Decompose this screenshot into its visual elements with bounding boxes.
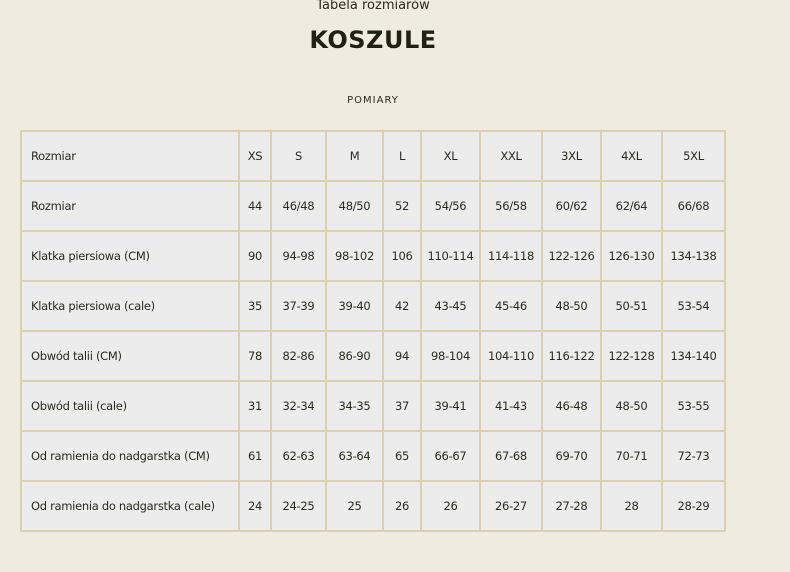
table-cell: 62/64 xyxy=(600,180,663,232)
table-cell: 104-110 xyxy=(479,330,543,382)
table-cell: 27-28 xyxy=(541,480,602,532)
table-cell: 67-68 xyxy=(479,430,543,482)
table-cell: 90 xyxy=(238,230,272,282)
title: KOSZULE xyxy=(309,26,437,54)
table-cell: 37 xyxy=(382,380,422,432)
row-label: Od ramienia do nadgarstka (CM) xyxy=(20,430,240,482)
table-cell: 53-54 xyxy=(661,280,726,332)
table-cell: 48-50 xyxy=(541,280,602,332)
table-cell: 48-50 xyxy=(600,380,663,432)
table-row: Obwód talii (CM) 78 82-86 86-90 94 98-104 104-… xyxy=(20,330,726,382)
table-cell: 31 xyxy=(238,380,272,432)
row-label: Obwód talii (CM) xyxy=(20,330,240,382)
table-row: Od ramienia do nadgarstka (cale) 24 24-25 2… xyxy=(20,480,726,532)
table-cell: 98-102 xyxy=(325,230,384,282)
table-row: Obwód talii (cale) 31 32-34 34-35 37 39-41 41-… xyxy=(20,380,726,432)
subtitle: Tabela rozmiarów xyxy=(316,0,430,13)
table-cell: 26 xyxy=(420,480,481,532)
table-cell: 62-63 xyxy=(270,430,327,482)
table-cell: 39-40 xyxy=(325,280,384,332)
table-cell: 69-70 xyxy=(541,430,602,482)
table-cell: 54/56 xyxy=(420,180,481,232)
table-cell: 110-114 xyxy=(420,230,481,282)
table-cell: 3XL xyxy=(541,130,602,182)
table-cell: 52 xyxy=(382,180,422,232)
table-cell: 70-71 xyxy=(600,430,663,482)
table-cell: 45-46 xyxy=(479,280,543,332)
row-label: Klatka piersiowa (cale) xyxy=(20,280,240,332)
table-cell: 122-128 xyxy=(600,330,663,382)
table-cell: 114-118 xyxy=(479,230,543,282)
table-cell: 94 xyxy=(382,330,422,382)
table-cell: 34-35 xyxy=(325,380,384,432)
table-cell: XS xyxy=(238,130,272,182)
size-table: Rozmiar XS S M L XL XXL 3XL 4XL 5XL Rozmiar 44 46/48… xyxy=(20,130,726,532)
table-cell: 78 xyxy=(238,330,272,382)
table-cell: 48/50 xyxy=(325,180,384,232)
table-cell: 44 xyxy=(238,180,272,232)
table-cell: 37-39 xyxy=(270,280,327,332)
table-row: Klatka piersiowa (cale) 35 37-39 39-40 42 43-… xyxy=(20,280,726,332)
table-cell: 86-90 xyxy=(325,330,384,382)
row-label: Rozmiar xyxy=(20,130,240,182)
table-cell: 116-122 xyxy=(541,330,602,382)
table-cell: 65 xyxy=(382,430,422,482)
table-row: Od ramienia do nadgarstka (CM) 61 62-63 63-… xyxy=(20,430,726,482)
table-cell: M xyxy=(325,130,384,182)
table-cell: 39-41 xyxy=(420,380,481,432)
table-cell: 61 xyxy=(238,430,272,482)
table-cell: 46/48 xyxy=(270,180,327,232)
table-row: Klatka piersiowa (CM) 90 94-98 98-102 106 110… xyxy=(20,230,726,282)
table-cell: 134-138 xyxy=(661,230,726,282)
table-cell: 26 xyxy=(382,480,422,532)
table-cell: 4XL xyxy=(600,130,663,182)
table-cell: 24-25 xyxy=(270,480,327,532)
table-cell: 5XL xyxy=(661,130,726,182)
table-cell: 28 xyxy=(600,480,663,532)
section-label: POMIARY xyxy=(347,95,399,106)
table-cell: 35 xyxy=(238,280,272,332)
row-label: Klatka piersiowa (CM) xyxy=(20,230,240,282)
table-cell: 66/68 xyxy=(661,180,726,232)
table-cell: 41-43 xyxy=(479,380,543,432)
table-cell: L xyxy=(382,130,422,182)
table-cell: 50-51 xyxy=(600,280,663,332)
table-cell: 106 xyxy=(382,230,422,282)
table-cell: 126-130 xyxy=(600,230,663,282)
table-cell: XL xyxy=(420,130,481,182)
table-cell: 25 xyxy=(325,480,384,532)
table-cell: 56/58 xyxy=(479,180,543,232)
table-cell: 98-104 xyxy=(420,330,481,382)
table-cell: 82-86 xyxy=(270,330,327,382)
row-label: Od ramienia do nadgarstka (cale) xyxy=(20,480,240,532)
table-cell: 32-34 xyxy=(270,380,327,432)
table-cell: 122-126 xyxy=(541,230,602,282)
table-row: Rozmiar XS S M L XL XXL 3XL 4XL 5XL xyxy=(20,130,726,182)
table-row: Rozmiar 44 46/48 48/50 52 54/56 56/58 60/62 62/6… xyxy=(20,180,726,232)
row-label: Obwód talii (cale) xyxy=(20,380,240,432)
table-cell: XXL xyxy=(479,130,543,182)
row-label: Rozmiar xyxy=(20,180,240,232)
table-cell: 43-45 xyxy=(420,280,481,332)
table-cell: 28-29 xyxy=(661,480,726,532)
table-cell: 26-27 xyxy=(479,480,543,532)
table-cell: 24 xyxy=(238,480,272,532)
table-cell: 134-140 xyxy=(661,330,726,382)
table-cell: 63-64 xyxy=(325,430,384,482)
table-cell: 46-48 xyxy=(541,380,602,432)
table-cell: S xyxy=(270,130,327,182)
table-cell: 66-67 xyxy=(420,430,481,482)
table-cell: 60/62 xyxy=(541,180,602,232)
table-cell: 72-73 xyxy=(661,430,726,482)
table-cell: 42 xyxy=(382,280,422,332)
table-cell: 94-98 xyxy=(270,230,327,282)
table-cell: 53-55 xyxy=(661,380,726,432)
